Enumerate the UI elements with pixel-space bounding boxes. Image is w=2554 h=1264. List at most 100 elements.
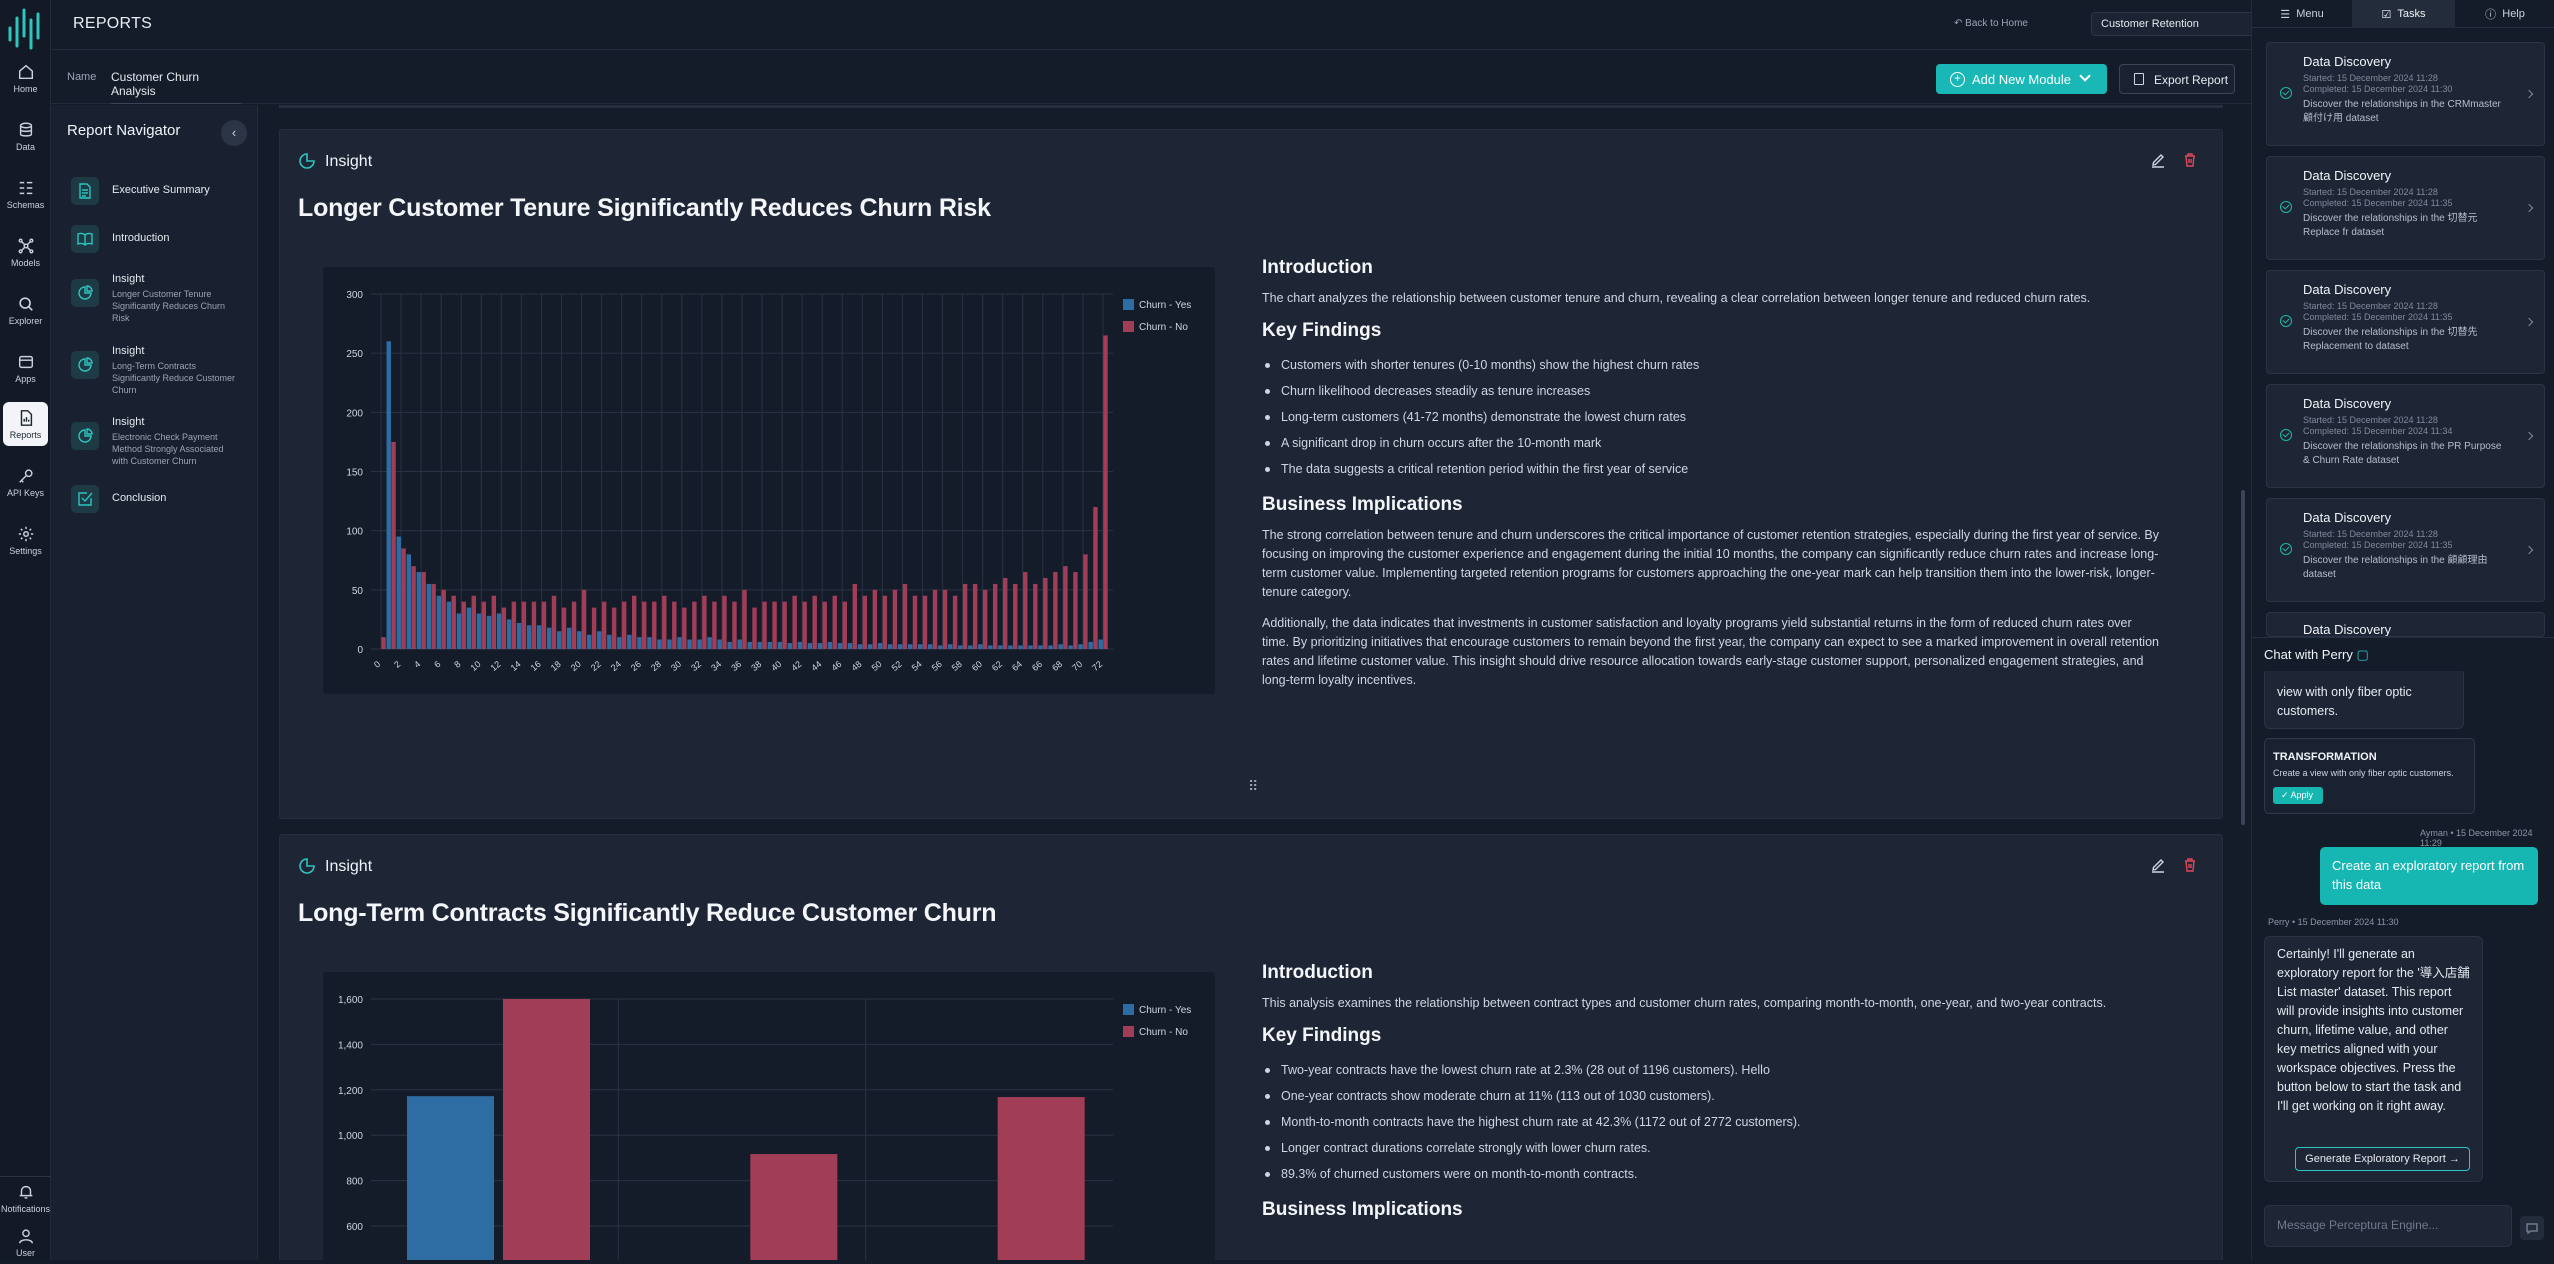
bar-churn-no <box>862 595 868 649</box>
back-home-label: Back to Home <box>1965 18 2028 29</box>
rail-data[interactable]: Data <box>3 114 48 158</box>
chat-message-perry: Certainly! I'll generate an exploratory … <box>2264 936 2483 1182</box>
rail-settings[interactable]: Settings <box>3 518 48 562</box>
rail-home[interactable]: Home <box>3 56 48 100</box>
edit-icon[interactable] <box>2150 152 2166 168</box>
rail-api-keys[interactable]: API Keys <box>3 460 48 504</box>
chevron-right-icon <box>2524 431 2534 441</box>
rail-models[interactable]: Models <box>3 230 48 274</box>
chat-message-text: Create an exploratory report from this d… <box>2332 858 2525 892</box>
bar-churn-no <box>702 595 707 649</box>
nav-item-conclusion[interactable]: Conclusion <box>71 485 251 513</box>
main-scrollbar[interactable] <box>2241 490 2245 825</box>
app-logo[interactable] <box>6 6 46 50</box>
finding-item: The data suggests a critical retention p… <box>1262 456 2162 482</box>
tab-label: Help <box>2502 8 2525 20</box>
models-icon <box>18 238 33 253</box>
y-tick-label: 1,400 <box>338 1040 363 1051</box>
bar-churn-no <box>511 601 517 649</box>
edit-icon[interactable] <box>2150 857 2166 873</box>
send-button[interactable] <box>2520 1216 2544 1240</box>
task-card[interactable]: Data Discovery Started: 15 December 2024… <box>2266 156 2545 260</box>
task-card[interactable]: Data Discovery Started: 15 December 2024… <box>2266 270 2545 374</box>
bar-churn-yes <box>647 637 652 649</box>
plus-circle-icon: + <box>1950 72 1965 87</box>
bar-churn-no <box>1093 507 1098 649</box>
y-tick-label: 800 <box>346 1177 363 1188</box>
bar-churn-yes <box>737 639 742 649</box>
check-square-icon <box>71 485 99 513</box>
apply-button[interactable]: ✓ Apply <box>2273 787 2323 804</box>
bar-churn-yes <box>998 645 1003 649</box>
task-card[interactable]: Data Discovery Started: 15 December 2024… <box>2266 42 2545 146</box>
bar-churn-no <box>997 1097 1085 1260</box>
bar-churn-no <box>1033 583 1038 649</box>
rail-label: Settings <box>9 545 42 556</box>
drag-handle-icon[interactable]: ⠿ <box>1248 778 1259 794</box>
nav-item-executive-summary[interactable]: Executive Summary <box>71 177 251 205</box>
task-card-partial[interactable]: Data Discovery <box>2266 612 2545 637</box>
task-title: Data Discovery <box>2303 168 2392 183</box>
rail-explorer[interactable]: Explorer <box>3 288 48 332</box>
back-to-home-link[interactable]: ↶ Back to Home <box>1954 18 2028 29</box>
finding-item: Month-to-month contracts have the highes… <box>1262 1109 2162 1135</box>
tab-label: Menu <box>2296 8 2324 20</box>
bar-churn-no <box>611 607 617 649</box>
bar-churn-no <box>461 601 466 649</box>
add-new-module-button[interactable]: + Add New Module <box>1936 64 2107 94</box>
navigator-title: Report Navigator <box>67 122 181 139</box>
delete-icon[interactable] <box>2182 857 2198 873</box>
x-tick-label: 64 <box>1010 659 1024 673</box>
bar-churn-no <box>531 601 537 649</box>
bar-churn-yes <box>797 641 803 649</box>
rail-notifications[interactable]: Notifications <box>1 1176 50 1220</box>
tab-menu[interactable]: ☰ Menu <box>2280 8 2324 21</box>
rail-apps[interactable]: Apps <box>3 346 48 390</box>
bar-churn-no <box>932 589 938 649</box>
rail-label: API Keys <box>6 487 44 498</box>
nav-item-insight-contracts[interactable]: Insight Long-Term Contracts Significantl… <box>71 345 251 399</box>
y-tick-label: 100 <box>346 527 363 538</box>
dataset-select[interactable]: Customer Retention <box>2091 12 2277 36</box>
nav-item-introduction[interactable]: Introduction <box>71 225 251 253</box>
task-card[interactable]: Data Discovery Started: 15 December 2024… <box>2266 384 2545 488</box>
finding-item: Longer contract durations correlate stro… <box>1262 1135 2162 1161</box>
bar-churn-no <box>421 572 426 649</box>
intro-heading: Introduction <box>1262 257 1373 278</box>
report-name-input[interactable]: Customer Churn Analysis <box>111 70 241 104</box>
bar-churn-yes <box>426 583 432 649</box>
collapse-navigator-button[interactable]: ‹ <box>221 120 247 146</box>
bar-churn-yes <box>536 625 542 649</box>
rail-label: Home <box>13 83 38 94</box>
nav-item-insight-tenure[interactable]: Insight Longer Customer Tenure Significa… <box>71 273 251 327</box>
task-card[interactable]: Data Discovery Started: 15 December 2024… <box>2266 498 2545 602</box>
bar-churn-no <box>822 601 827 649</box>
delete-icon[interactable] <box>2182 152 2198 168</box>
rail-reports[interactable]: Reports <box>3 402 48 446</box>
export-report-button[interactable]: Export Report <box>2119 64 2235 94</box>
nav-item-insight-payment[interactable]: Insight Electronic Check Payment Method … <box>71 416 251 470</box>
legend-label: Churn - No <box>1139 322 1188 333</box>
finding-item: Customers with shorter tenures (0-10 mon… <box>1262 352 2162 378</box>
finding-item: Churn likelihood decreases steadily as t… <box>1262 378 2162 404</box>
tab-help[interactable]: ⓘ Help <box>2485 8 2525 21</box>
chat-header: Chat with Perry ▢ <box>2252 637 2554 671</box>
bar-churn-yes <box>978 644 983 649</box>
findings-list: Customers with shorter tenures (0-10 mon… <box>1262 352 2162 482</box>
finding-item: Two-year contracts have the lowest churn… <box>1262 1057 2162 1083</box>
implications-heading: Business Implications <box>1262 1199 1463 1220</box>
bar-churn-no <box>642 601 647 649</box>
tab-tasks[interactable]: ☑ Tasks <box>2352 0 2455 28</box>
legend-label: Churn - No <box>1139 1027 1188 1038</box>
rail-schemas[interactable]: Schemas <box>3 172 48 216</box>
chat-input[interactable]: Message Perceptura Engine... <box>2264 1205 2512 1247</box>
generate-report-button[interactable]: Generate Exploratory Report → <box>2295 1147 2470 1171</box>
rail-user[interactable]: User <box>3 1220 48 1264</box>
y-tick-label: 1,000 <box>338 1131 363 1142</box>
bar-churn-yes <box>687 639 692 649</box>
bar-churn-yes <box>757 641 762 649</box>
insight-card-tenure: Insight Longer Customer Tenure Significa… <box>279 129 2223 819</box>
bar-churn-no <box>802 601 807 649</box>
legend-swatch <box>1123 1004 1134 1015</box>
task-title: Data Discovery <box>2303 510 2392 525</box>
